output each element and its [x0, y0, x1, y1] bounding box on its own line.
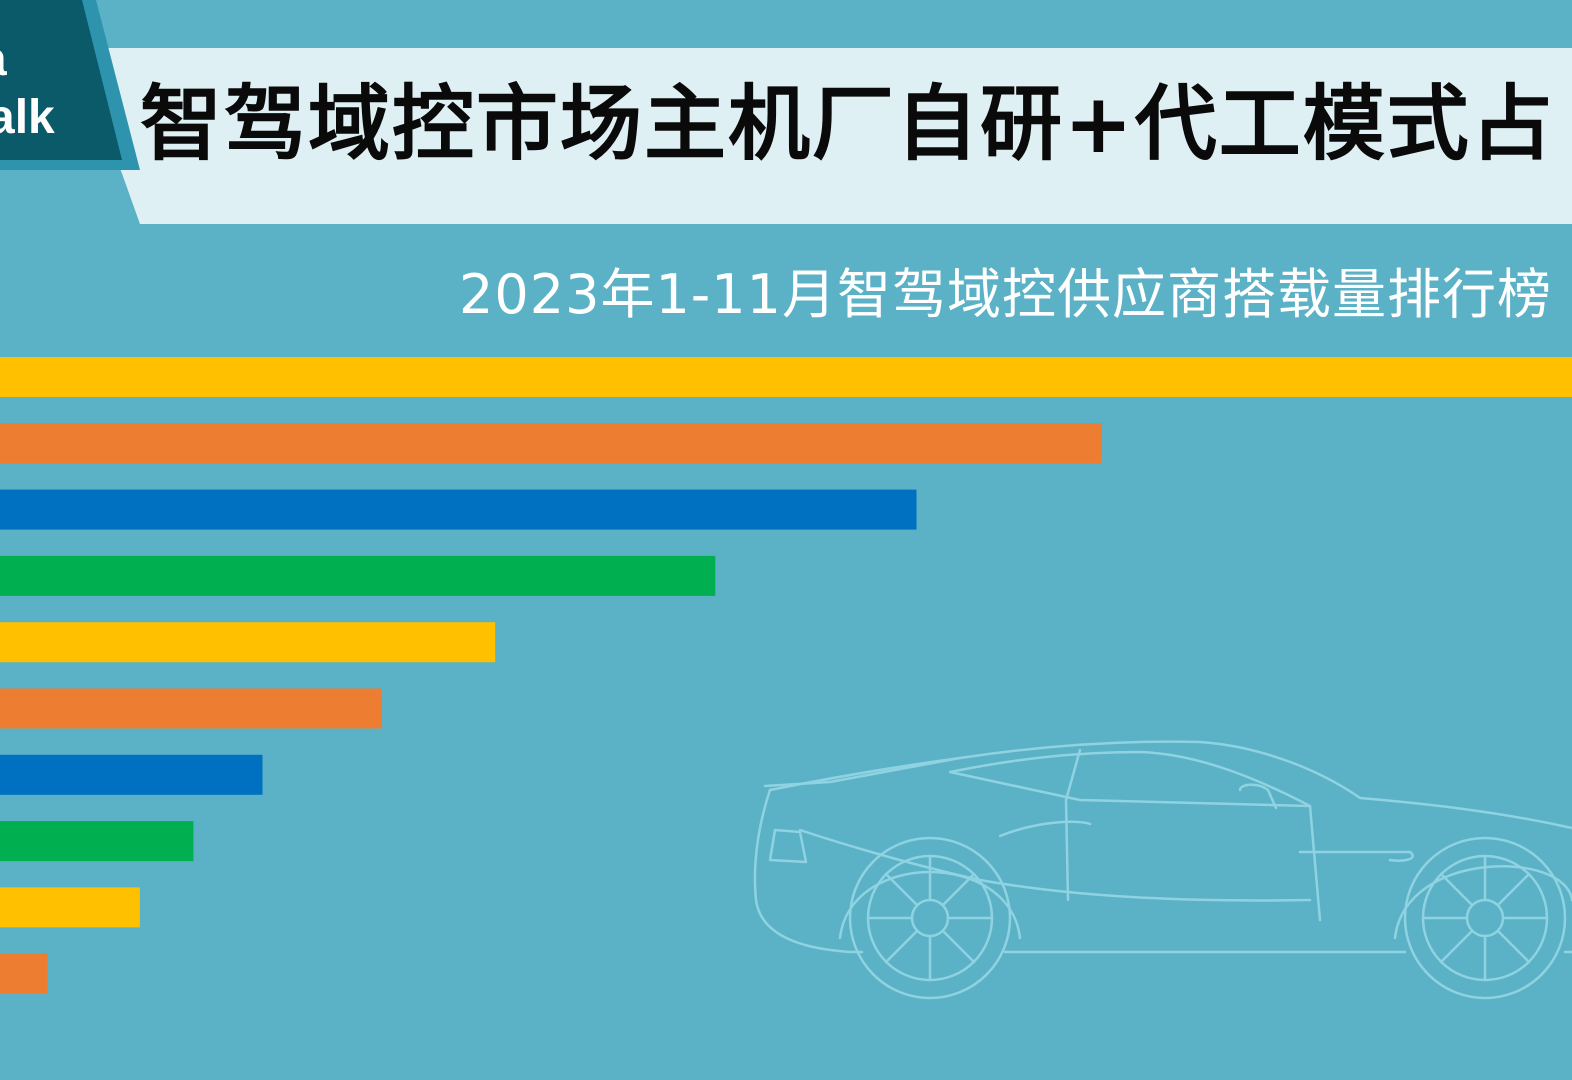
- logo-text-bottom: alk: [0, 91, 55, 144]
- title-band-background: [108, 48, 1572, 224]
- bar-8: [0, 821, 194, 862]
- page-title: 智驾域控市场主机厂自研+代工模式占: [140, 77, 1555, 172]
- bar-10: [0, 953, 48, 994]
- bar-1: [0, 357, 1572, 397]
- logo-text-top: a: [0, 36, 7, 84]
- bar-4: [0, 555, 716, 596]
- bar-2: [0, 423, 1102, 464]
- bar-5: [0, 622, 496, 663]
- bar-7: [0, 754, 263, 795]
- chart-subtitle: 2023年1-11月智驾域控供应商搭载量排行榜: [459, 263, 1552, 326]
- bar-9: [0, 887, 140, 928]
- car-outline-illustration: [753, 740, 1572, 1000]
- bar-3: [0, 489, 917, 530]
- bar-6: [0, 688, 382, 729]
- logo-badge: [0, 0, 122, 160]
- bar-series: [0, 357, 1572, 994]
